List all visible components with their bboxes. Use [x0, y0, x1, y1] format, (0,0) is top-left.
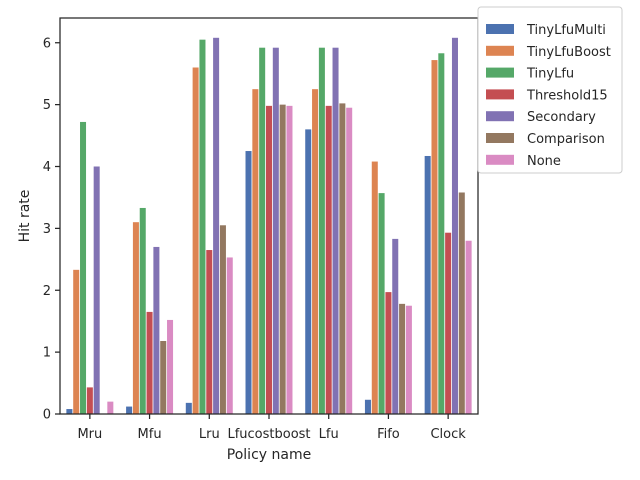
bar-mfu-comparison: [160, 340, 167, 414]
y-tick-label: 5: [43, 98, 51, 113]
bar-clock-none: [465, 240, 472, 414]
bar-mru-threshold15: [86, 387, 93, 414]
bar-lfu-none: [346, 107, 353, 414]
bar-fifo-none: [405, 305, 412, 414]
legend-swatch-comparison: [486, 133, 514, 143]
bar-lru-tinylfuboost: [192, 67, 199, 414]
bar-clock-tinylfuboost: [431, 60, 438, 414]
legend-label-threshold15: Threshold15: [526, 88, 608, 103]
bar-lfucostboost-none: [286, 105, 293, 415]
x-tick-label: Lfu: [319, 427, 339, 442]
legend-label-secondary: Secondary: [527, 110, 596, 125]
legend-label-tinylfuboost: TinyLfuBoost: [526, 45, 611, 60]
bar-lfucostboost-threshold15: [265, 105, 273, 415]
bar-fifo-comparison: [399, 303, 406, 414]
bar-fifo-tinylfumulti: [364, 399, 371, 414]
bar-fifo-tinylfu: [378, 193, 385, 414]
y-tick-label: 2: [43, 284, 51, 299]
bar-lru-tinylfu: [199, 39, 206, 414]
bar-lfucostboost-tinylfuboost: [252, 89, 259, 414]
bar-fifo-threshold15: [385, 292, 392, 414]
legend-swatch-threshold15: [486, 89, 514, 100]
bar-mfu-secondary: [153, 246, 160, 414]
legend-label-comparison: Comparison: [527, 132, 605, 147]
bar-lfu-tinylfu: [318, 47, 325, 414]
legend-label-tinylfu: TinyLfu: [526, 67, 574, 82]
bar-fifo-secondary: [392, 238, 399, 414]
bar-mfu-tinylfuboost: [132, 222, 139, 414]
x-tick-label: Mfu: [138, 427, 162, 442]
bar-lru-secondary: [213, 37, 220, 415]
plot-frame: [59, 17, 479, 415]
bar-mfu-threshold15: [146, 311, 153, 414]
bar-fifo-tinylfuboost: [371, 161, 378, 414]
bar-mru-secondary: [93, 166, 100, 414]
legend-label-tinylfumulti: TinyLfuMulti: [526, 23, 606, 38]
bar-lfu-tinylfumulti: [305, 129, 312, 414]
bar-lru-none: [226, 257, 233, 414]
x-axis-label: Policy name: [227, 447, 311, 463]
bar-lfu-secondary: [332, 47, 339, 414]
x-tick-label: Clock: [430, 427, 466, 442]
bar-mru-tinylfu: [80, 121, 87, 414]
y-tick-label: 1: [43, 346, 51, 361]
x-tick-label: Fifo: [377, 427, 400, 442]
bar-lfucostboost-tinylfumulti: [245, 151, 252, 414]
bar-mfu-none: [167, 319, 174, 414]
legend-label-none: None: [527, 154, 561, 169]
bar-lfucostboost-comparison: [279, 104, 286, 415]
legend-swatch-tinylfumulti: [486, 24, 514, 34]
x-axis-ticks: Mru Mfu Lru Lfucostboost Lfu Fifo Clock: [77, 414, 466, 442]
bar-mfu-tinylfu: [139, 207, 146, 414]
bar-lfucostboost-secondary: [272, 47, 279, 414]
bar-clock-tinylfu: [438, 53, 445, 415]
x-tick-label: Lfucostboost: [227, 427, 310, 442]
y-axis-ticks: 0 1 2 3 4 5 6: [43, 36, 60, 423]
bar-lru-threshold15: [206, 250, 213, 414]
bar-mru-tinylfumulti: [66, 409, 73, 414]
bar-lfu-tinylfuboost: [312, 89, 319, 414]
bar-mru-tinylfuboost: [73, 269, 80, 414]
x-tick-label: Mru: [77, 427, 102, 442]
bar-lfu-comparison: [339, 103, 346, 414]
y-tick-label: 3: [43, 222, 51, 237]
legend-swatch-tinylfuboost: [486, 45, 514, 56]
bars-layer: [66, 37, 472, 415]
y-tick-label: 0: [43, 408, 51, 423]
bar-clock-tinylfumulti: [424, 155, 431, 415]
bar-mfu-tinylfumulti: [126, 406, 133, 414]
bar-lru-comparison: [219, 225, 226, 414]
bar-clock-secondary: [451, 37, 458, 415]
y-tick-label: 4: [43, 160, 51, 175]
bar-mru-none: [107, 401, 114, 415]
bar-lfucostboost-tinylfu: [259, 47, 266, 414]
bar-clock-threshold15: [445, 232, 452, 414]
y-tick-label: 6: [43, 36, 51, 51]
x-tick-label: Lru: [199, 427, 220, 442]
legend-swatch-secondary: [486, 111, 514, 122]
bar-clock-comparison: [458, 192, 465, 414]
y-axis-label: Hit rate: [17, 190, 33, 243]
legend-swatch-tinylfu: [486, 67, 514, 78]
legend-swatch-none: [486, 154, 514, 165]
legend: TinyLfuMulti TinyLfuBoost TinyLfu Threshold…: [477, 6, 623, 174]
bar-lru-tinylfumulti: [185, 402, 192, 414]
bar-lfu-threshold15: [325, 105, 332, 415]
